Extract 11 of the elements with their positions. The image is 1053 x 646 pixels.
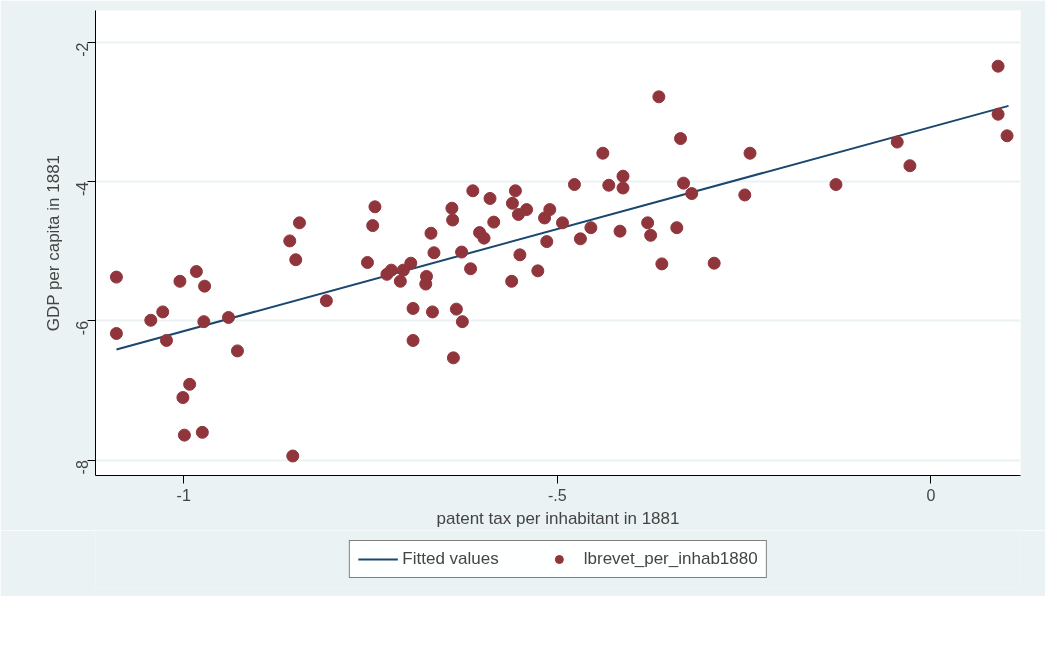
legend-label: Fitted values xyxy=(402,549,499,569)
y-tick-label: -4 xyxy=(74,181,92,196)
y-tick-label: -6 xyxy=(74,320,92,336)
y-axis-title: GDP per capita in 1881 xyxy=(43,154,63,332)
y-tick-label: -2 xyxy=(74,42,92,57)
x-tick-label: -1 xyxy=(176,486,191,504)
legend-label: lbrevet_per_inhab1880 xyxy=(583,549,758,569)
x-axis-title: patent tax per inhabitant in 1881 xyxy=(436,508,680,528)
x-tick-label: -.5 xyxy=(547,486,567,504)
y-tick-label: -8 xyxy=(74,460,92,475)
x-tick-label: 0 xyxy=(926,486,936,504)
